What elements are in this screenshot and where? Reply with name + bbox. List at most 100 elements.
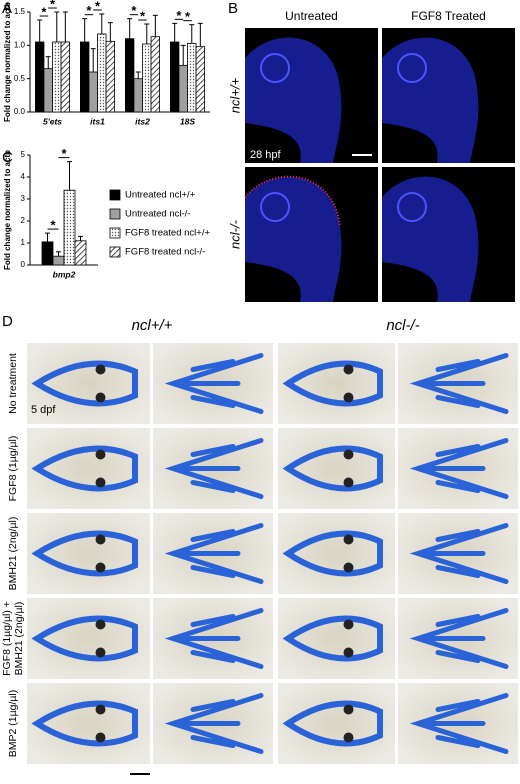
x-tick-label: 5'ets (43, 116, 62, 126)
bar (35, 41, 45, 113)
error-bar (62, 11, 68, 42)
cartilage-image (278, 683, 395, 764)
row-label: FGF8 (1µg/µl) + (1, 601, 13, 676)
bar (187, 42, 197, 113)
bar (142, 43, 152, 113)
cartilage (282, 615, 383, 662)
eye (95, 704, 106, 715)
y-tick-label: 0 (21, 260, 26, 269)
cartilage (164, 353, 264, 414)
significance-label: * (86, 3, 92, 18)
eye (343, 364, 354, 375)
error-bar (90, 48, 96, 72)
panel-letter: C (2, 149, 13, 166)
cartilage (164, 608, 264, 669)
column-header: ncl-/- (386, 317, 419, 334)
cartilage (282, 530, 383, 577)
row-label: BMP2 (1µg/µl) (7, 690, 19, 758)
bar (178, 64, 188, 113)
y-axis-label: Fold change normalized to actb (3, 150, 12, 270)
cartilage (282, 700, 383, 747)
y-tick-label: 1.0 (14, 40, 26, 49)
eye (343, 449, 354, 460)
eye (343, 704, 354, 715)
tunel-signal (244, 175, 341, 228)
bar (80, 41, 90, 113)
cartilage-image (278, 343, 395, 424)
bar (74, 240, 87, 266)
stage-label: 5 dpf (31, 404, 56, 416)
eye (343, 534, 354, 545)
cartilage-image (278, 428, 395, 509)
panel-letter: B (228, 0, 238, 17)
y-tick-label: 4 (21, 172, 26, 181)
column-header: FGF8 Treated (411, 9, 486, 23)
bar (88, 71, 98, 113)
column-header: ncl+/+ (132, 317, 173, 334)
cartilage (409, 608, 509, 669)
significance-label: * (50, 218, 56, 233)
embryo (382, 37, 479, 164)
significance-label: * (95, 0, 101, 13)
error-bar (197, 22, 203, 47)
eye (343, 647, 354, 658)
eye (95, 619, 106, 630)
eye (95, 364, 106, 375)
error-bar (180, 44, 186, 66)
bar (52, 41, 62, 113)
eye (95, 562, 106, 573)
cartilage-image (27, 683, 150, 764)
error-bar (45, 232, 50, 242)
significance-label: * (50, 0, 56, 11)
bar (52, 255, 65, 266)
row-label: ncl+/+ (227, 77, 242, 113)
cartilage (282, 360, 383, 407)
cartilage (31, 700, 138, 747)
embryo (245, 37, 342, 164)
legend-label: Untreated ncl+/+ (125, 190, 196, 201)
error-bar (152, 14, 158, 37)
row-label: ncl-/- (227, 219, 242, 249)
stage-label: 28 hpf (250, 149, 282, 161)
eye (95, 392, 106, 403)
eye (397, 192, 427, 222)
error-bar (99, 13, 105, 34)
cartilage (409, 693, 509, 754)
panel-letter: D (2, 313, 13, 330)
legend-label: FGF8 treated ncl+/+ (125, 228, 210, 239)
eye (397, 53, 427, 83)
eye (343, 562, 354, 573)
bar (63, 189, 76, 266)
panel-letter: A (2, 0, 12, 17)
cartilage-image (27, 513, 150, 594)
y-tick-label: 0.0 (14, 107, 26, 116)
row-label: FGF8 (1µg/µl) (7, 436, 19, 502)
embryo (382, 176, 479, 302)
bar (105, 40, 116, 113)
legend-label: Untreated ncl-/- (125, 209, 190, 220)
error-bar (37, 19, 43, 42)
significance-label: * (185, 9, 191, 24)
row-label: BMH21 (2ng/µl) (13, 602, 25, 676)
eye (343, 619, 354, 630)
y-tick-label: 2 (21, 216, 26, 225)
error-bar (78, 235, 83, 241)
error-bar (172, 22, 178, 42)
eye (95, 449, 106, 460)
cartilage-image (278, 513, 395, 594)
legend-swatch (109, 227, 121, 239)
cartilage (409, 353, 509, 414)
error-bar (135, 71, 141, 79)
significance-label: * (61, 146, 67, 161)
cartilage (164, 438, 264, 499)
x-tick-label: its1 (90, 116, 105, 126)
y-tick-label: 5 (21, 150, 26, 159)
y-tick-label: 0.5 (14, 74, 26, 83)
cartilage (409, 438, 509, 499)
cartilage (164, 523, 264, 584)
y-tick-label: 1 (21, 238, 26, 247)
cartilage-image (27, 598, 150, 679)
error-bar (127, 18, 133, 39)
bar (150, 36, 161, 113)
bar (133, 78, 143, 113)
